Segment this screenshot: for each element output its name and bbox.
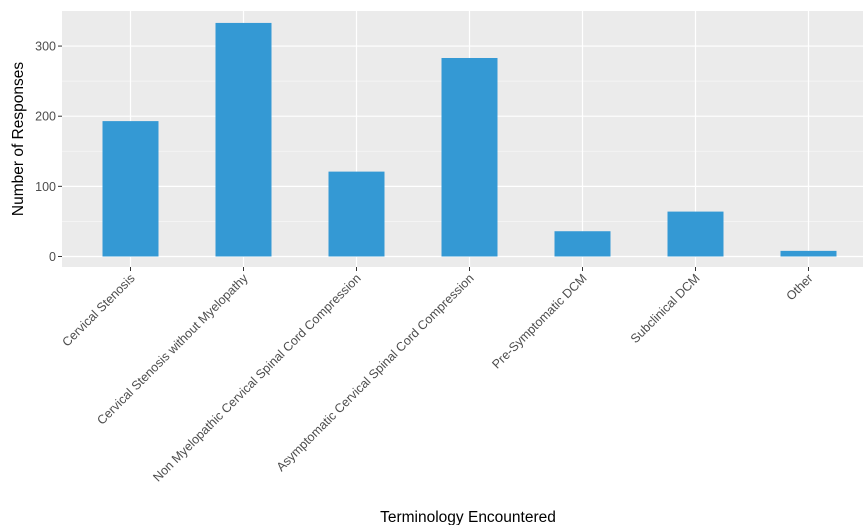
- bar: [328, 171, 385, 257]
- x-tick-label: Asymptomatic Cervical Spinal Cord Compre…: [274, 271, 477, 474]
- bar: [554, 231, 611, 257]
- x-tick-label: Subclinical DCM: [628, 271, 703, 346]
- x-tick-label: Other: [784, 271, 816, 303]
- x-tick-label: Cervical Stenosis: [59, 271, 137, 349]
- y-tick-label: 0: [49, 250, 56, 264]
- x-tick-label: Non Myelopathic Cervical Spinal Cord Com…: [150, 271, 363, 484]
- y-tick-label: 300: [35, 40, 56, 54]
- y-tick-label: 200: [35, 110, 56, 124]
- y-axis-ticks: 0 100 200 300: [35, 40, 62, 264]
- y-axis-title: Number of Responses: [10, 62, 27, 216]
- bar: [667, 211, 724, 257]
- x-tick-label: Pre-Symptomatic DCM: [489, 271, 589, 371]
- bar: [102, 121, 159, 257]
- bar: [441, 57, 498, 257]
- bar: [780, 250, 837, 257]
- bar: [215, 22, 272, 257]
- x-axis-title: Terminology Encountered: [380, 509, 556, 525]
- y-tick-label: 100: [35, 180, 56, 194]
- bars: [102, 22, 837, 257]
